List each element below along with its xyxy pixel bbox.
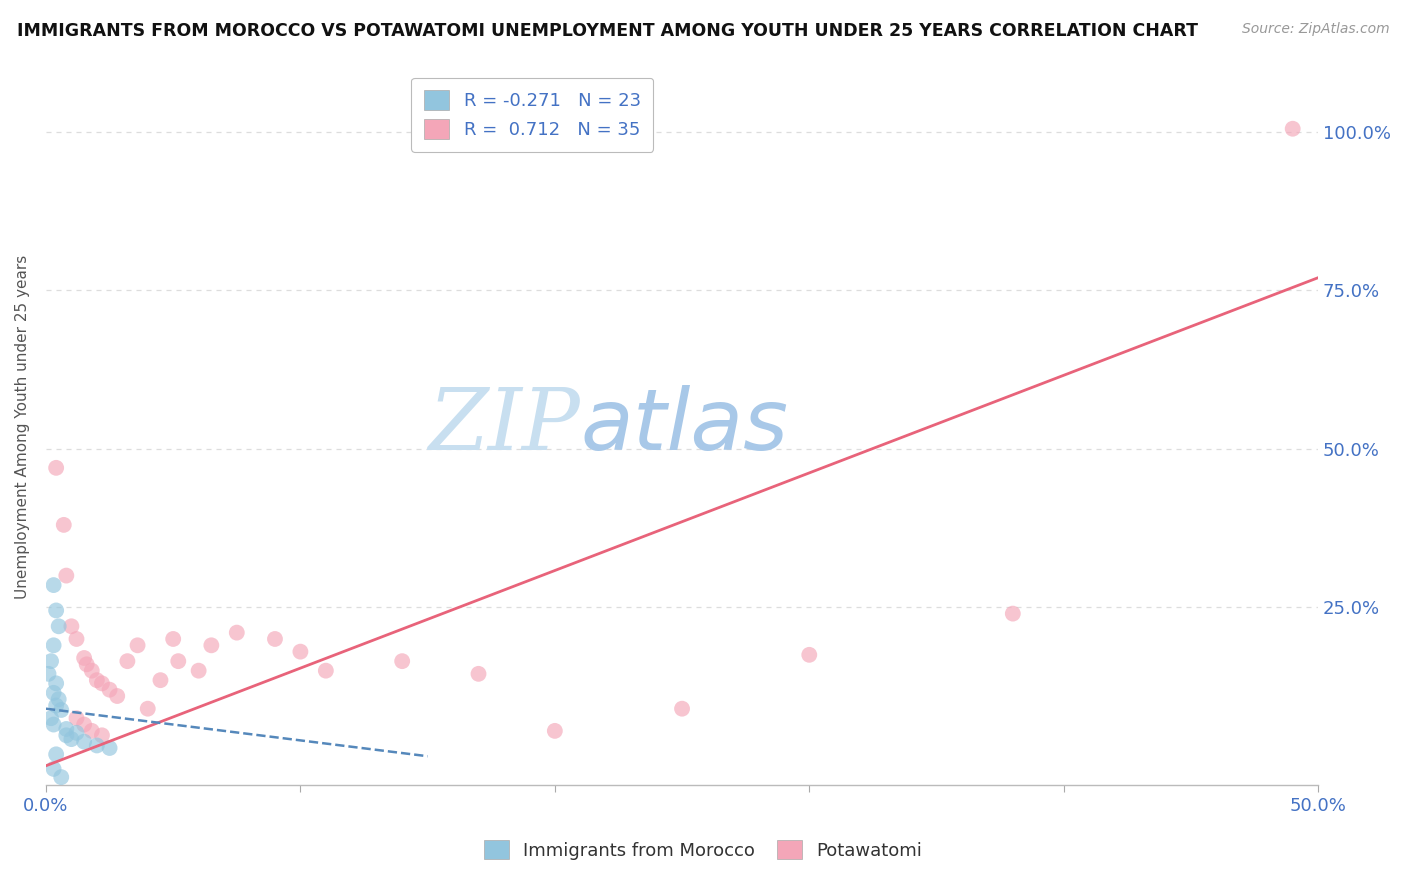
Point bbox=[73, 734, 96, 748]
Point bbox=[45, 460, 67, 475]
Point bbox=[45, 698, 67, 713]
Point bbox=[149, 673, 172, 688]
Point bbox=[187, 664, 209, 678]
Point bbox=[127, 638, 149, 652]
Point bbox=[225, 625, 247, 640]
Point bbox=[42, 762, 65, 776]
Point bbox=[52, 517, 75, 532]
Point bbox=[51, 703, 73, 717]
Point bbox=[42, 717, 65, 731]
Point bbox=[65, 726, 87, 740]
Point bbox=[117, 654, 139, 668]
Point bbox=[39, 711, 62, 725]
Point bbox=[42, 638, 65, 652]
Point bbox=[1281, 121, 1303, 136]
Point bbox=[73, 717, 96, 731]
Point bbox=[65, 632, 87, 646]
Point bbox=[45, 747, 67, 762]
Text: Source: ZipAtlas.com: Source: ZipAtlas.com bbox=[1241, 22, 1389, 37]
Point bbox=[55, 728, 77, 742]
Point bbox=[48, 619, 70, 633]
Point bbox=[60, 732, 83, 747]
Point bbox=[98, 741, 121, 756]
Point bbox=[45, 676, 67, 690]
Point bbox=[39, 654, 62, 668]
Point bbox=[91, 676, 114, 690]
Legend: R = -0.271   N = 23, R =  0.712   N = 35: R = -0.271 N = 23, R = 0.712 N = 35 bbox=[411, 78, 654, 152]
Point bbox=[200, 638, 222, 652]
Point bbox=[45, 603, 67, 617]
Point bbox=[1001, 607, 1024, 621]
Point bbox=[391, 654, 413, 668]
Point bbox=[80, 723, 103, 738]
Point bbox=[167, 654, 190, 668]
Text: ZIP: ZIP bbox=[429, 385, 581, 468]
Point bbox=[467, 666, 489, 681]
Point bbox=[80, 664, 103, 678]
Point bbox=[73, 651, 96, 665]
Point bbox=[671, 702, 693, 716]
Point bbox=[51, 770, 73, 784]
Point bbox=[76, 657, 98, 672]
Legend: Immigrants from Morocco, Potawatomi: Immigrants from Morocco, Potawatomi bbox=[477, 832, 929, 867]
Point bbox=[60, 619, 83, 633]
Point bbox=[290, 645, 312, 659]
Point bbox=[315, 664, 337, 678]
Point bbox=[86, 739, 108, 753]
Point bbox=[105, 689, 128, 703]
Text: IMMIGRANTS FROM MOROCCO VS POTAWATOMI UNEMPLOYMENT AMONG YOUTH UNDER 25 YEARS CO: IMMIGRANTS FROM MOROCCO VS POTAWATOMI UN… bbox=[17, 22, 1198, 40]
Point bbox=[136, 702, 159, 716]
Point bbox=[264, 632, 287, 646]
Point bbox=[42, 578, 65, 592]
Point bbox=[48, 692, 70, 706]
Point bbox=[544, 723, 567, 738]
Point bbox=[98, 682, 121, 697]
Y-axis label: Unemployment Among Youth under 25 years: Unemployment Among Youth under 25 years bbox=[15, 254, 30, 599]
Point bbox=[42, 686, 65, 700]
Point bbox=[65, 711, 87, 725]
Point bbox=[91, 728, 114, 742]
Point bbox=[799, 648, 821, 662]
Point bbox=[55, 568, 77, 582]
Point bbox=[38, 666, 60, 681]
Point bbox=[86, 673, 108, 688]
Point bbox=[55, 722, 77, 736]
Text: atlas: atlas bbox=[581, 385, 789, 468]
Point bbox=[162, 632, 184, 646]
